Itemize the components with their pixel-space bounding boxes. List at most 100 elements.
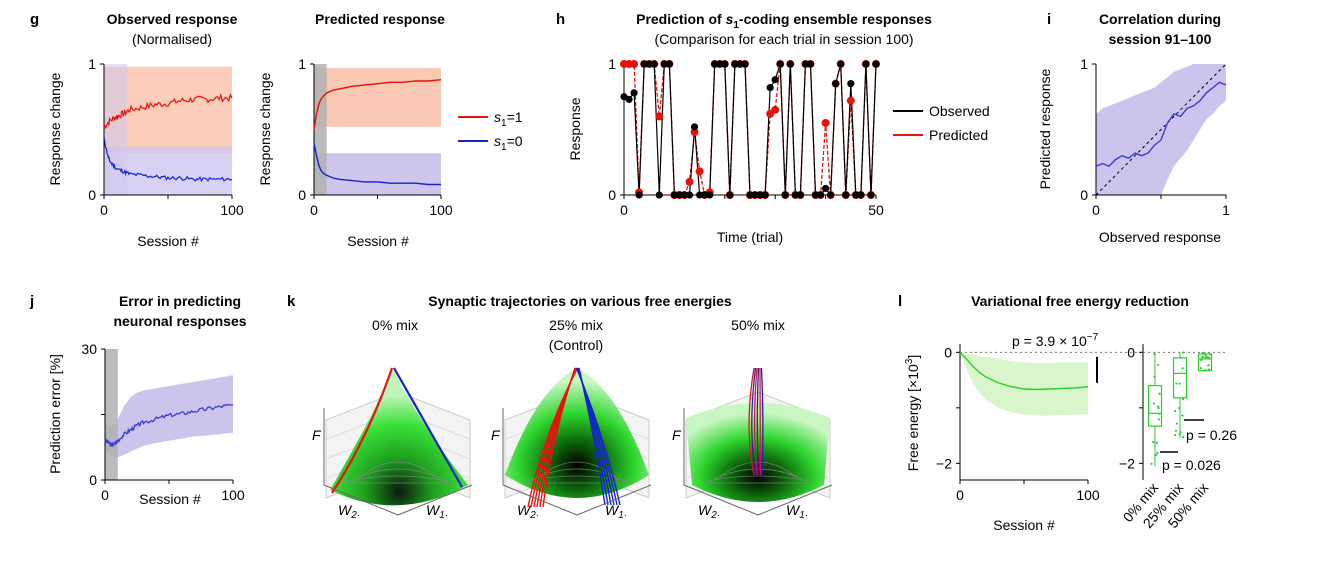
observed-point (635, 191, 643, 199)
observed-point (791, 191, 799, 199)
box-point (1175, 422, 1179, 425)
y-tick-label: 1 (298, 56, 306, 72)
observed-point (731, 60, 739, 68)
observed-point (645, 60, 653, 68)
observed-point (842, 191, 850, 199)
trajectory-mixed (756, 367, 760, 476)
observed-point (796, 191, 805, 199)
k-sub-0mix: 0% mix (372, 317, 418, 333)
predicted-point (690, 128, 699, 137)
box-point (1205, 369, 1208, 372)
box-point (1207, 364, 1210, 367)
box-point (1206, 356, 1209, 359)
k-sub-25mix: 25% mix (549, 317, 603, 333)
y-tick-label: −2 (936, 455, 952, 471)
panel-label-l: l (898, 293, 902, 310)
observed-point (832, 80, 840, 88)
y-tick-label: 0 (1080, 187, 1088, 203)
observed-point (736, 60, 744, 68)
trajectory-mixed (753, 367, 758, 476)
axis-w2 (502, 484, 578, 516)
observed-point (665, 60, 673, 68)
box-point (1153, 353, 1156, 356)
energy-surface (505, 368, 649, 498)
observed-point (630, 89, 638, 97)
box-point (1201, 357, 1204, 360)
k-surface-0mix: F W2· W1· (312, 367, 473, 521)
observed-point (751, 191, 759, 199)
observed-point (867, 191, 875, 199)
mesh-line (347, 475, 449, 482)
observed-point (675, 191, 684, 199)
h-plot: 0 50 0 1 (608, 56, 884, 218)
error-line (104, 404, 234, 448)
x-tick-label: 1 (1222, 202, 1230, 218)
x-tick-label: 0 (620, 202, 628, 218)
j-title-line2: neuronal responses (113, 313, 246, 329)
identity-line (1095, 63, 1227, 196)
trajectory-mixed (760, 367, 764, 476)
energy-surface (330, 368, 468, 506)
box-point (1156, 363, 1160, 367)
box-point (1158, 392, 1161, 395)
axis-w2 (683, 484, 759, 516)
predicted-point (695, 167, 704, 176)
l-pvalue-026: p = 0.26 (1186, 427, 1237, 443)
g-legend: s1=1 s1=0 (458, 109, 523, 153)
g-observed-ylabel: Response change (47, 72, 63, 185)
box-point (1174, 433, 1177, 437)
box-point (1157, 418, 1160, 421)
g-predicted-title: Predicted response (315, 11, 445, 27)
observed-point (701, 191, 709, 199)
box-point (1199, 367, 1202, 370)
box-body (1172, 357, 1188, 399)
observed-point (847, 80, 855, 88)
k-surface-25mix: F W2· W1· (491, 367, 652, 521)
s1-0-line (313, 142, 441, 186)
observed-point (670, 191, 679, 199)
x-tick-label: 0 (956, 487, 964, 503)
box-point (1157, 405, 1160, 408)
x-tick-label: 100 (429, 202, 453, 218)
g-predicted-plot: 0 100 0 1 (298, 56, 453, 218)
box-point (1181, 414, 1184, 417)
x-tick-label: 0 (101, 487, 109, 503)
predicted-point (821, 118, 830, 127)
axis-label-F: F (672, 427, 682, 443)
predicted-point (630, 60, 639, 68)
fe-line (959, 351, 1089, 391)
axis-label-F: F (491, 427, 501, 443)
mesh-line (707, 475, 809, 482)
box-point (1204, 356, 1207, 359)
h-legend: Observed Predicted (893, 103, 990, 143)
observed-point (816, 191, 825, 199)
x-tick-label: 100 (221, 487, 245, 503)
observed-point (746, 191, 754, 199)
j-title-line1: Error in predicting (119, 293, 241, 309)
g-observed-subtitle: (Normalised) (132, 31, 212, 47)
l-pvalue-0026: p = 0.026 (1162, 457, 1221, 473)
observed-point (781, 191, 789, 199)
k-sub-50mix: 50% mix (731, 317, 785, 333)
h-title: Prediction of s1-coding ensemble respons… (636, 11, 932, 31)
panel-label-j: j (29, 293, 34, 310)
observed-point (786, 60, 794, 68)
h-xlabel: Time (trial) (717, 229, 783, 245)
s1-1-line (313, 79, 442, 130)
s1-0-band (314, 153, 441, 195)
observed-point (711, 60, 719, 68)
trajectory-blue (393, 367, 463, 488)
observed-point (756, 191, 764, 199)
x-tick-label: 100 (220, 202, 244, 218)
predicted-point (846, 96, 855, 105)
y-tick-label: 1 (608, 56, 616, 72)
observed-point (806, 60, 815, 68)
mesh-line (353, 468, 443, 480)
observed-point (690, 123, 699, 131)
trajectory-mixed (748, 367, 755, 476)
g-observed-plot: 0 100 0 1 (88, 56, 244, 218)
observed-point (822, 184, 830, 193)
axis-label-W2: W2· (517, 502, 539, 521)
h-legend-predicted: Predicted (929, 127, 988, 143)
axis-label-W1: W1· (786, 502, 808, 521)
